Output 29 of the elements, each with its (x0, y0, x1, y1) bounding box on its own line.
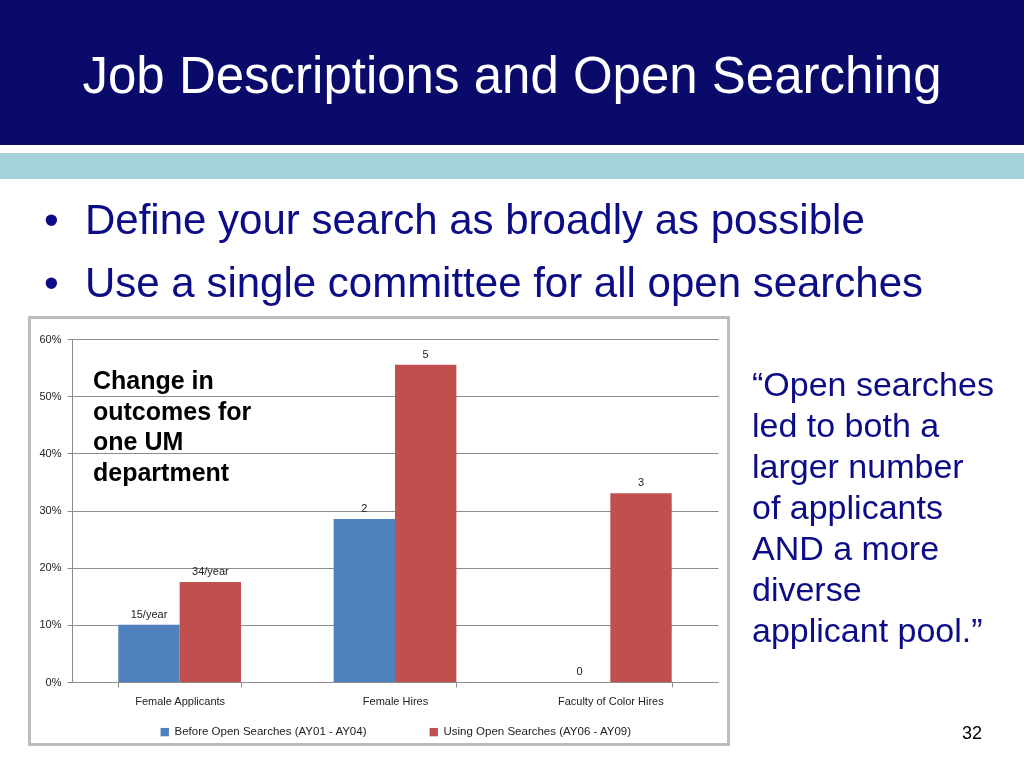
text: 32 (962, 723, 983, 744)
y-tick-label: 60% (39, 332, 62, 345)
annotation: 3 (637, 476, 645, 489)
y-tick-label: 50% (39, 389, 62, 402)
text: • Use a single committee for all open searches (44, 258, 924, 308)
annotation: 0 (576, 665, 583, 677)
text: • Define your search as broadly as possible (44, 195, 865, 245)
annotation: 5 (422, 347, 429, 360)
y-tick-label: 30% (39, 504, 62, 516)
x-tick-label: Female Applicants (135, 694, 226, 707)
bar (118, 624, 180, 682)
y-tick-label: 10% (39, 618, 62, 631)
text: “Open searches led to both a larger number of applicants AND a more diverse applicant pool.” (752, 364, 995, 651)
x-tick-label: Faculty of Color Hires (557, 694, 665, 707)
x-tick-label: Female Hires (362, 694, 429, 707)
bar (179, 581, 242, 682)
y-tick-label: 0% (45, 675, 62, 688)
annotation: 15/year (130, 607, 168, 620)
chart-title: Job Descriptions and Open Searching (81, 46, 943, 106)
bar (333, 519, 395, 682)
annotation: 34/year (192, 564, 230, 577)
y-tick-label: 20% (39, 561, 62, 574)
bar (610, 493, 672, 682)
bar (395, 364, 457, 682)
y-tick-label: 40% (39, 446, 62, 459)
legend-label: Using Open Searches (AY06 - AY09) (443, 725, 632, 738)
legend-label: Before Open Searches (AY01 - AY04) (174, 725, 367, 738)
annotation: 2 (361, 502, 368, 515)
annotation: Change in outcomes for one UM department (93, 365, 253, 487)
